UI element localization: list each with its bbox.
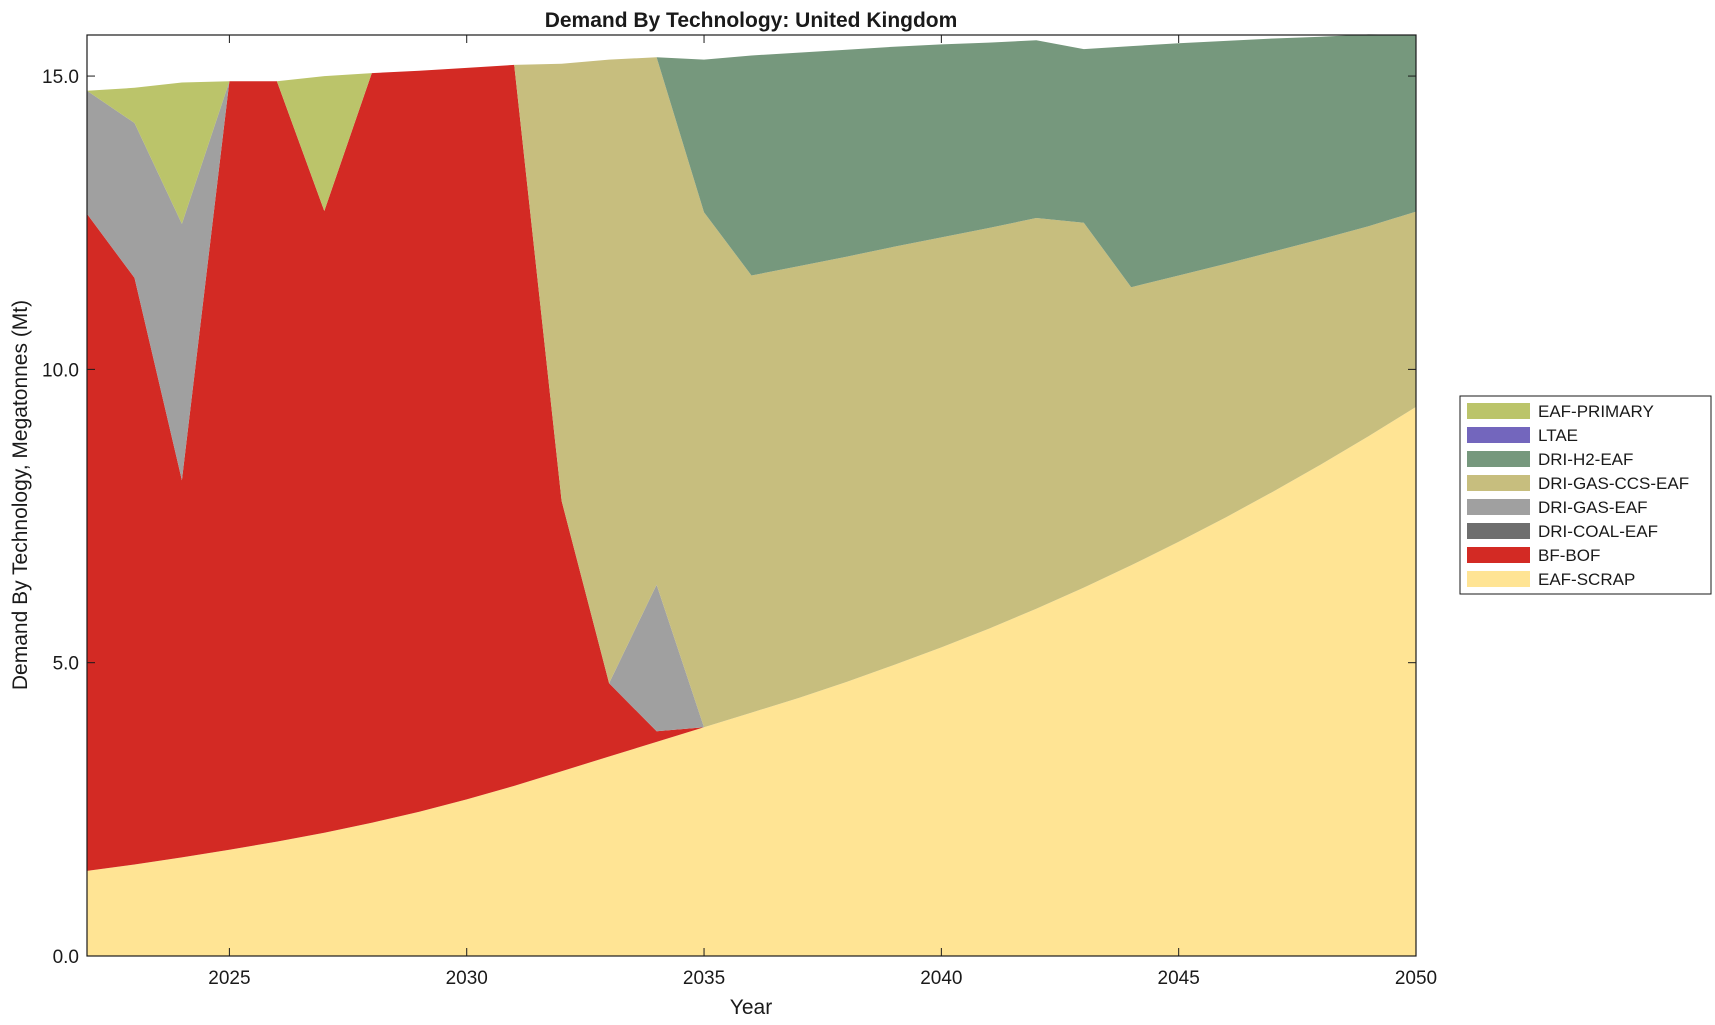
x-tick-label: 2040: [920, 968, 962, 989]
stacked-areas: [87, 34, 1416, 956]
area-dri-h2-eaf: [87, 34, 1416, 288]
legend-label-bf-bof: BF-BOF: [1538, 546, 1600, 565]
y-tick-label: 15.0: [42, 67, 79, 88]
area-dri-gas-eaf: [87, 64, 1416, 732]
area-bf-bof: [87, 64, 1416, 871]
y-axis: 0.0 5.0 10.0 15.0: [42, 67, 1416, 968]
x-tick-label: 2045: [1158, 968, 1200, 989]
legend-label-dri-coal-eaf: DRI-COAL-EAF: [1538, 522, 1658, 541]
legend-swatch-dri-gas-ccs-eaf: [1467, 475, 1530, 491]
x-tick-label: 2050: [1395, 968, 1437, 989]
y-tick-label: 5.0: [53, 654, 79, 675]
legend-label-dri-gas-ccs-eaf: DRI-GAS-CCS-EAF: [1538, 474, 1689, 493]
y-tick-label: 10.0: [42, 360, 79, 381]
x-axis-label: Year: [730, 996, 772, 1019]
y-tick-label: 0.0: [53, 947, 79, 968]
chart-title: Demand By Technology: United Kingdom: [545, 9, 958, 32]
legend-swatch-bf-bof: [1467, 547, 1530, 563]
plot-frame: [86, 34, 1417, 957]
x-tick-label: 2025: [208, 968, 250, 989]
legend-swatch-dri-h2-eaf: [1467, 451, 1530, 467]
legend-label-dri-gas-eaf: DRI-GAS-EAF: [1538, 498, 1648, 517]
area-dri-gas-ccs-eaf: [87, 57, 1416, 728]
y-axis-label: Demand By Technology, Megatonnes (Mt): [9, 300, 32, 690]
legend-swatch-dri-coal-eaf: [1467, 523, 1530, 539]
legend-label-dri-h2-eaf: DRI-H2-EAF: [1538, 450, 1633, 469]
legend-swatch-ltae: [1467, 427, 1530, 443]
legend-label-ltae: LTAE: [1538, 426, 1578, 445]
area-eaf-scrap: [87, 406, 1416, 956]
x-axis: 2025 2030 2035 2040 2045 2050: [208, 35, 1437, 989]
legend-swatch-eaf-scrap: [1467, 571, 1530, 587]
legend: EAF-PRIMARY LTAE DRI-H2-EAF DRI-GAS-CCS-EAF…: [1459, 395, 1712, 595]
legend-label-eaf-primary: EAF-PRIMARY: [1538, 402, 1654, 421]
legend-label-eaf-scrap: EAF-SCRAP: [1538, 570, 1635, 589]
x-tick-label: 2035: [683, 968, 725, 989]
legend-swatch-eaf-primary: [1467, 403, 1530, 419]
x-tick-label: 2030: [446, 968, 488, 989]
legend-swatch-dri-gas-eaf: [1467, 499, 1530, 515]
